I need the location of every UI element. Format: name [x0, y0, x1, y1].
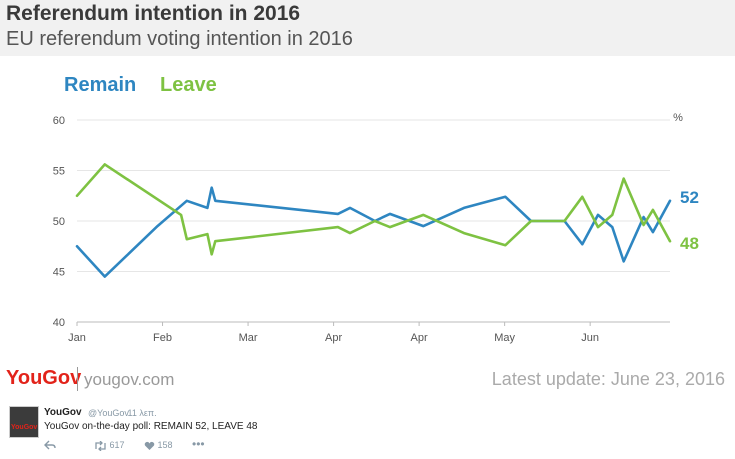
chart-title: Referendum intention in 2016: [6, 2, 301, 25]
y-tick-label-50: 50: [53, 216, 65, 228]
y-tick-label-45: 45: [53, 267, 65, 279]
y-tick-label-40: 40: [53, 317, 65, 329]
like-count: 158: [157, 440, 173, 450]
footer-divider: [77, 367, 78, 391]
footer-site-link[interactable]: yougov.com: [84, 370, 175, 389]
legend-remain: Remain: [64, 74, 137, 96]
end-label-leave: 48: [680, 234, 699, 253]
avatar[interactable]: YouGov: [9, 406, 39, 438]
tweet-text: YouGov on-the-day poll: REMAIN 52, LEAVE…: [44, 421, 258, 432]
tweet-card: YouGov YouGov @YouGov · 11 λεπ. YouGov o…: [0, 400, 735, 459]
like-button[interactable]: 158: [144, 440, 173, 451]
avatar-logo-text: YouGov: [11, 424, 38, 431]
x-tick-label-1: Feb: [153, 332, 172, 344]
x-tick-label-6: Jun: [581, 332, 599, 344]
series-line-leave: [75, 163, 672, 256]
retweet-icon: [95, 440, 106, 452]
retweet-count: 617: [109, 440, 125, 450]
x-tick-label-0: Jan: [68, 332, 86, 344]
tweet-author-handle[interactable]: @YouGov: [88, 408, 129, 418]
x-tick-label-3: Apr: [325, 332, 342, 344]
retweet-button[interactable]: 617: [94, 440, 125, 452]
logo-you: You: [6, 367, 43, 389]
chart-subtitle: EU referendum voting intention in 2016: [6, 28, 353, 50]
y-tick-label-60: 60: [53, 115, 65, 127]
legend-leave: Leave: [160, 74, 217, 96]
chart-header: Referendum intention in 2016 EU referend…: [0, 0, 735, 56]
y-tick-label-55: 55: [53, 166, 65, 178]
yougov-logo[interactable]: YouGov: [6, 367, 81, 390]
line-chart: 40 45 50 55 60 % Jan Feb Mar Apr Apr May Jun 52 48: [53, 112, 699, 344]
x-tick-label-4: Apr: [411, 332, 428, 344]
more-icon[interactable]: •••: [192, 437, 205, 451]
latest-update-text: Latest update: June 23, 2016: [491, 369, 725, 389]
logo-gov: Gov: [42, 367, 82, 389]
reply-icon[interactable]: [44, 440, 56, 452]
y-unit-label: %: [673, 112, 683, 124]
tweet-timestamp[interactable]: · 11 λεπ.: [122, 408, 157, 418]
heart-icon: [144, 441, 155, 450]
x-tick-label-2: Mar: [239, 332, 258, 344]
end-label-remain: 52: [680, 188, 699, 207]
series-line-remain: [75, 186, 672, 278]
tweet-author-name[interactable]: YouGov: [44, 407, 82, 418]
x-tick-label-5: May: [494, 332, 515, 344]
